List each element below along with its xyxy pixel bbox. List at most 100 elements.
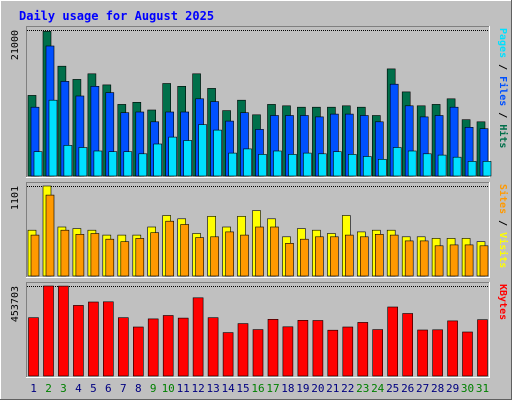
x-tick-label-day-15: 15 [236, 382, 249, 395]
legend-separator: / [497, 58, 508, 76]
bar-pages-day-9 [153, 143, 162, 177]
bar-pages-day-23 [362, 156, 372, 177]
bar-pages-day-16 [258, 154, 267, 177]
x-tick-label-day-19: 19 [296, 382, 309, 395]
bar-pages-day-7 [123, 151, 133, 177]
bar-sites-day-9 [150, 232, 159, 277]
bar-sites-day-18 [285, 243, 294, 277]
x-tick-label-day-1: 1 [30, 382, 37, 395]
x-axis-day-labels: 1 2 3 4 5 6 7 8 9 10 11 12 13 14 15 16 17 18 19 20 21 22 23 24 2… [30, 382, 489, 395]
legend-visits: Visits [497, 232, 509, 268]
x-tick-label-day-16: 16 [251, 382, 264, 395]
bar-kbytes-day-30 [462, 331, 473, 377]
y-max-label: 1101 [10, 186, 21, 210]
x-tick-label-day-9: 9 [150, 382, 157, 395]
bar-kbytes-day-7 [118, 317, 129, 377]
bar-kbytes-day-8 [133, 326, 144, 377]
x-tick-label-day-7: 7 [120, 382, 127, 395]
chart-panels: 21000 Pages / Files / Hits 1101 Sites / Vis… [10, 26, 509, 378]
bar-pages-day-21 [333, 151, 342, 177]
bar-pages-day-10 [168, 136, 177, 177]
bar-pages-day-24 [377, 159, 387, 177]
chart-title: Daily usage for August 2025 [19, 9, 214, 23]
bar-sites-day-31 [479, 245, 489, 277]
bar-kbytes-day-14 [222, 332, 234, 377]
bar-pages-day-22 [347, 154, 357, 177]
bar-kbytes-day-20 [312, 320, 324, 377]
bar-kbytes-day-10 [162, 315, 174, 377]
x-tick-label-day-13: 13 [206, 382, 219, 395]
bar-sites-day-24 [374, 234, 384, 277]
x-tick-label-day-27: 27 [416, 382, 429, 395]
bar-pages-day-14 [228, 152, 237, 177]
bar-pages-day-25 [392, 147, 402, 177]
x-tick-label-day-29: 29 [446, 382, 459, 395]
bar-sites-day-25 [389, 234, 399, 277]
bar-pages-day-3 [63, 145, 73, 177]
x-tick-label-day-10: 10 [162, 382, 175, 395]
panel-1: 21000 Pages / Files / Hits [10, 26, 509, 178]
bar-pages-day-18 [288, 154, 297, 177]
y-axis-legend: Sites / Visits [497, 184, 509, 268]
bar-sites-day-17 [270, 226, 279, 277]
bar-pages-day-27 [422, 153, 432, 177]
x-tick-label-day-12: 12 [191, 382, 204, 395]
bar-sites-day-2 [45, 194, 55, 277]
x-tick-label-day-14: 14 [221, 382, 235, 395]
legend-sites: Sites [497, 184, 509, 214]
bar-sites-day-6 [105, 238, 115, 277]
legend-pages: Pages [497, 28, 508, 58]
bar-sites-day-12 [195, 237, 204, 277]
bar-pages-day-31 [482, 161, 492, 177]
bar-sites-day-29 [449, 244, 459, 277]
bar-kbytes-day-6 [103, 301, 114, 377]
bar-kbytes-day-29 [447, 320, 458, 377]
legend-separator: / [497, 106, 508, 124]
panel-2: 1101 Sites / Visits [10, 182, 509, 278]
bar-pages-day-1 [33, 151, 43, 177]
x-tick-label-day-11: 11 [177, 382, 190, 395]
y-max-label: 453703 [10, 286, 21, 322]
bar-kbytes-day-21 [327, 329, 339, 377]
bar-sites-day-4 [75, 234, 85, 277]
bar-kbytes-day-5 [88, 301, 99, 377]
legend-separator: / [497, 214, 508, 232]
x-tick-label-day-2: 2 [45, 382, 52, 395]
legend-kbytes: KBytes [497, 284, 508, 320]
bar-pages-day-2 [48, 99, 58, 177]
bar-sites-day-30 [464, 244, 474, 277]
bar-pages-day-12 [198, 124, 207, 177]
x-tick-label-day-3: 3 [60, 382, 67, 395]
y-max-label: 21000 [10, 30, 21, 60]
bar-kbytes-day-31 [477, 319, 488, 377]
bar-kbytes-day-9 [147, 318, 159, 377]
bar-sites-day-10 [165, 220, 174, 277]
bar-pages-day-28 [437, 154, 447, 177]
bar-kbytes-day-25 [387, 306, 399, 377]
x-tick-label-day-4: 4 [75, 382, 82, 395]
bar-sites-day-5 [90, 233, 100, 277]
bar-kbytes-day-24 [372, 329, 384, 377]
bar-kbytes-day-27 [417, 329, 428, 377]
bar-kbytes-day-26 [402, 313, 414, 377]
x-tick-label-day-5: 5 [90, 382, 97, 395]
x-tick-label-day-22: 22 [341, 382, 354, 395]
bar-kbytes-day-17 [267, 318, 279, 377]
bar-pages-day-15 [243, 148, 252, 177]
x-tick-label-day-30: 30 [461, 382, 474, 395]
x-tick-label-day-6: 6 [105, 382, 112, 395]
bar-sites-day-13 [210, 236, 219, 277]
bar-sites-day-11 [180, 224, 189, 277]
bar-kbytes-day-28 [432, 329, 443, 377]
bar-pages-day-26 [407, 150, 417, 177]
bar-kbytes-day-2 [43, 285, 54, 377]
x-tick-label-day-20: 20 [311, 382, 324, 395]
bar-sites-day-19 [300, 238, 309, 277]
bar-pages-day-29 [452, 156, 462, 177]
bar-kbytes-day-4 [73, 305, 84, 377]
bar-sites-day-1 [30, 234, 40, 277]
bar-kbytes-day-19 [297, 319, 309, 377]
bar-kbytes-day-22 [342, 326, 354, 377]
bar-pages-day-19 [303, 152, 312, 177]
